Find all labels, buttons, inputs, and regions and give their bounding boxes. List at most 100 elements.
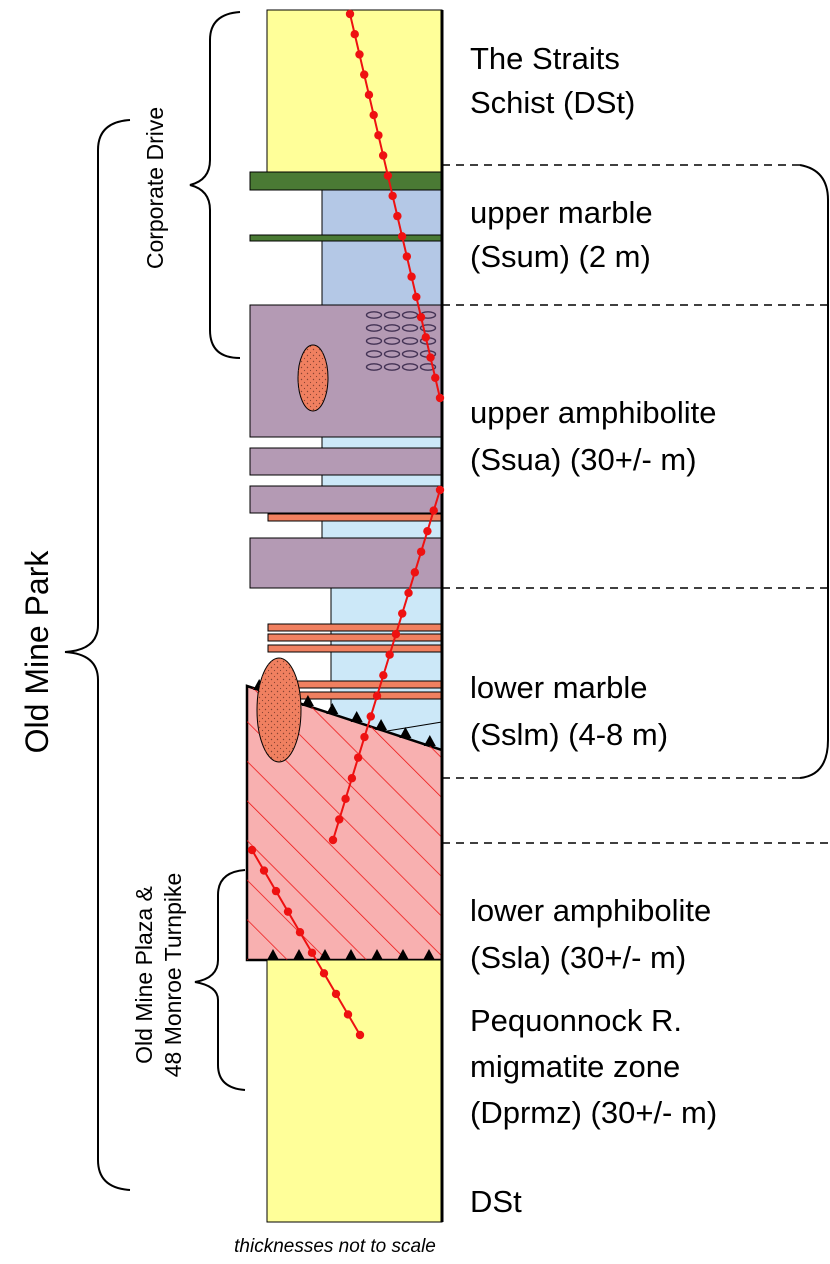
traverse-point xyxy=(421,333,430,342)
traverse-point xyxy=(404,588,413,598)
lineation-oval xyxy=(365,337,383,345)
unit-label-ssum-1: upper marble xyxy=(470,195,653,230)
lineation-oval xyxy=(383,324,401,332)
traverse-point xyxy=(350,30,359,39)
traverse-point xyxy=(319,969,329,978)
upper-amphibolite-layer-2 xyxy=(249,485,443,514)
thrust-tooth xyxy=(397,949,409,960)
pegmatite-band xyxy=(267,623,443,632)
traverse-point xyxy=(397,232,407,241)
traverse-point xyxy=(259,866,269,875)
traverse-point xyxy=(383,171,393,180)
migmatite-zone-hatch xyxy=(247,686,442,960)
traverse-point xyxy=(416,547,426,556)
thrust-tooth xyxy=(375,719,388,730)
pegmatite-band xyxy=(267,633,443,642)
traverse-point xyxy=(391,629,401,639)
traverse-lower xyxy=(247,845,365,1040)
traverse-point xyxy=(353,753,363,762)
green-band-top xyxy=(249,171,443,191)
traverse-point xyxy=(366,712,375,721)
traverse-point xyxy=(435,393,445,403)
pegmatite-band xyxy=(267,644,443,653)
traverse-point xyxy=(402,252,412,261)
unit-label-dprmz-3: (Dprmz) (30+/- m) xyxy=(470,1095,717,1130)
traverse-point xyxy=(423,526,432,536)
upper-amphibolite-layer-3 xyxy=(249,537,443,589)
lineation-oval xyxy=(401,363,419,371)
thrust-tooth xyxy=(267,949,279,960)
traverse-point xyxy=(429,506,438,515)
lineation-oval xyxy=(365,311,383,319)
traverse-point xyxy=(247,845,257,855)
locality-old-mine-park: Old Mine Park xyxy=(19,550,55,754)
lineation-oval xyxy=(401,337,419,345)
unit-label-sslm-2: (Sslm) (4-8 m) xyxy=(470,717,668,752)
upper-amphibolite-main xyxy=(249,304,443,438)
unit-label-dprmz-2: migmatite zone xyxy=(470,1049,680,1084)
thrust-tooth xyxy=(345,949,357,960)
unit-label-sslm-1: lower marble xyxy=(470,670,647,705)
pegmatite-thin-band xyxy=(267,513,443,522)
thrust-tooth xyxy=(301,695,314,706)
locality-corporate-drive: Corporate Drive xyxy=(142,107,168,269)
lineation-oval xyxy=(365,324,383,332)
lineation-oval xyxy=(365,363,383,371)
thrust-tooth xyxy=(371,949,383,960)
traverse-point xyxy=(360,70,369,79)
thrust-fault-lower xyxy=(267,949,435,960)
traverse-point xyxy=(435,485,445,495)
lineation-oval xyxy=(419,324,437,332)
traverse-point xyxy=(355,50,364,59)
traverse-point xyxy=(341,794,350,804)
traverse-point xyxy=(283,907,293,916)
scale-note: thicknesses not to scale xyxy=(234,1236,436,1257)
traverse-point xyxy=(379,671,388,680)
traverse-point xyxy=(328,835,338,845)
lineation-oval xyxy=(383,337,401,345)
lineation-oval xyxy=(383,363,401,371)
traverse-point xyxy=(369,110,378,120)
dst-bottom-unit xyxy=(266,959,443,1223)
pegmatite-pod-lower-texture xyxy=(257,658,301,762)
lineation-oval xyxy=(419,363,437,371)
upper-amphibolite-layer-1 xyxy=(249,447,443,476)
unit-label-straits-2: Schist (DSt) xyxy=(470,85,635,120)
unit-label-ssua-1: upper amphibolite xyxy=(470,395,716,430)
traverse-point xyxy=(372,691,382,701)
thrust-tooth xyxy=(326,703,339,714)
traverse-line xyxy=(251,849,361,1036)
unit-label-dprmz-1: Pequonnock R. xyxy=(470,1003,682,1038)
unit-label-ssua-2: (Ssua) (30+/- m) xyxy=(470,442,697,477)
locality-old-mine-plaza-2: 48 Monroe Turnpike xyxy=(160,873,186,1078)
traverse-point xyxy=(355,1030,365,1040)
traverse-point xyxy=(343,1010,353,1019)
traverse-point xyxy=(360,732,369,742)
thrust-tooth xyxy=(319,949,331,960)
unit-label-ssla-2: (Ssla) (30+/- m) xyxy=(470,940,686,975)
traverse-point xyxy=(374,131,383,140)
thrust-tooth xyxy=(423,735,436,746)
brace-corporate-drive xyxy=(189,11,241,359)
traverse-middle xyxy=(328,485,445,845)
traverse-point xyxy=(398,609,407,618)
lineation-oval xyxy=(401,324,419,332)
thrust-tooth xyxy=(293,949,305,960)
thrust-tooth xyxy=(399,727,412,738)
unit-label-straits-1: The Straits xyxy=(470,41,620,76)
traverse-point xyxy=(410,568,420,577)
green-band-thin xyxy=(249,234,443,242)
traverse-point xyxy=(388,191,397,201)
traverse-point xyxy=(426,353,435,362)
locality-old-mine-plaza-1: Old Mine Plaza & xyxy=(131,886,157,1064)
traverse-point xyxy=(271,886,281,896)
lineation-oval xyxy=(365,350,383,358)
brace-old-mine-plaza xyxy=(194,869,246,1091)
lineation-oval xyxy=(401,350,419,358)
traverse-point xyxy=(295,928,305,937)
unit-label-ssum-2: (Ssum) (2 m) xyxy=(470,239,651,274)
thrust-tooth xyxy=(423,949,435,960)
brace-old-mine-park xyxy=(64,119,131,1191)
unit-label-ssla-1: lower amphibolite xyxy=(470,893,711,928)
traverse-point xyxy=(416,312,426,322)
